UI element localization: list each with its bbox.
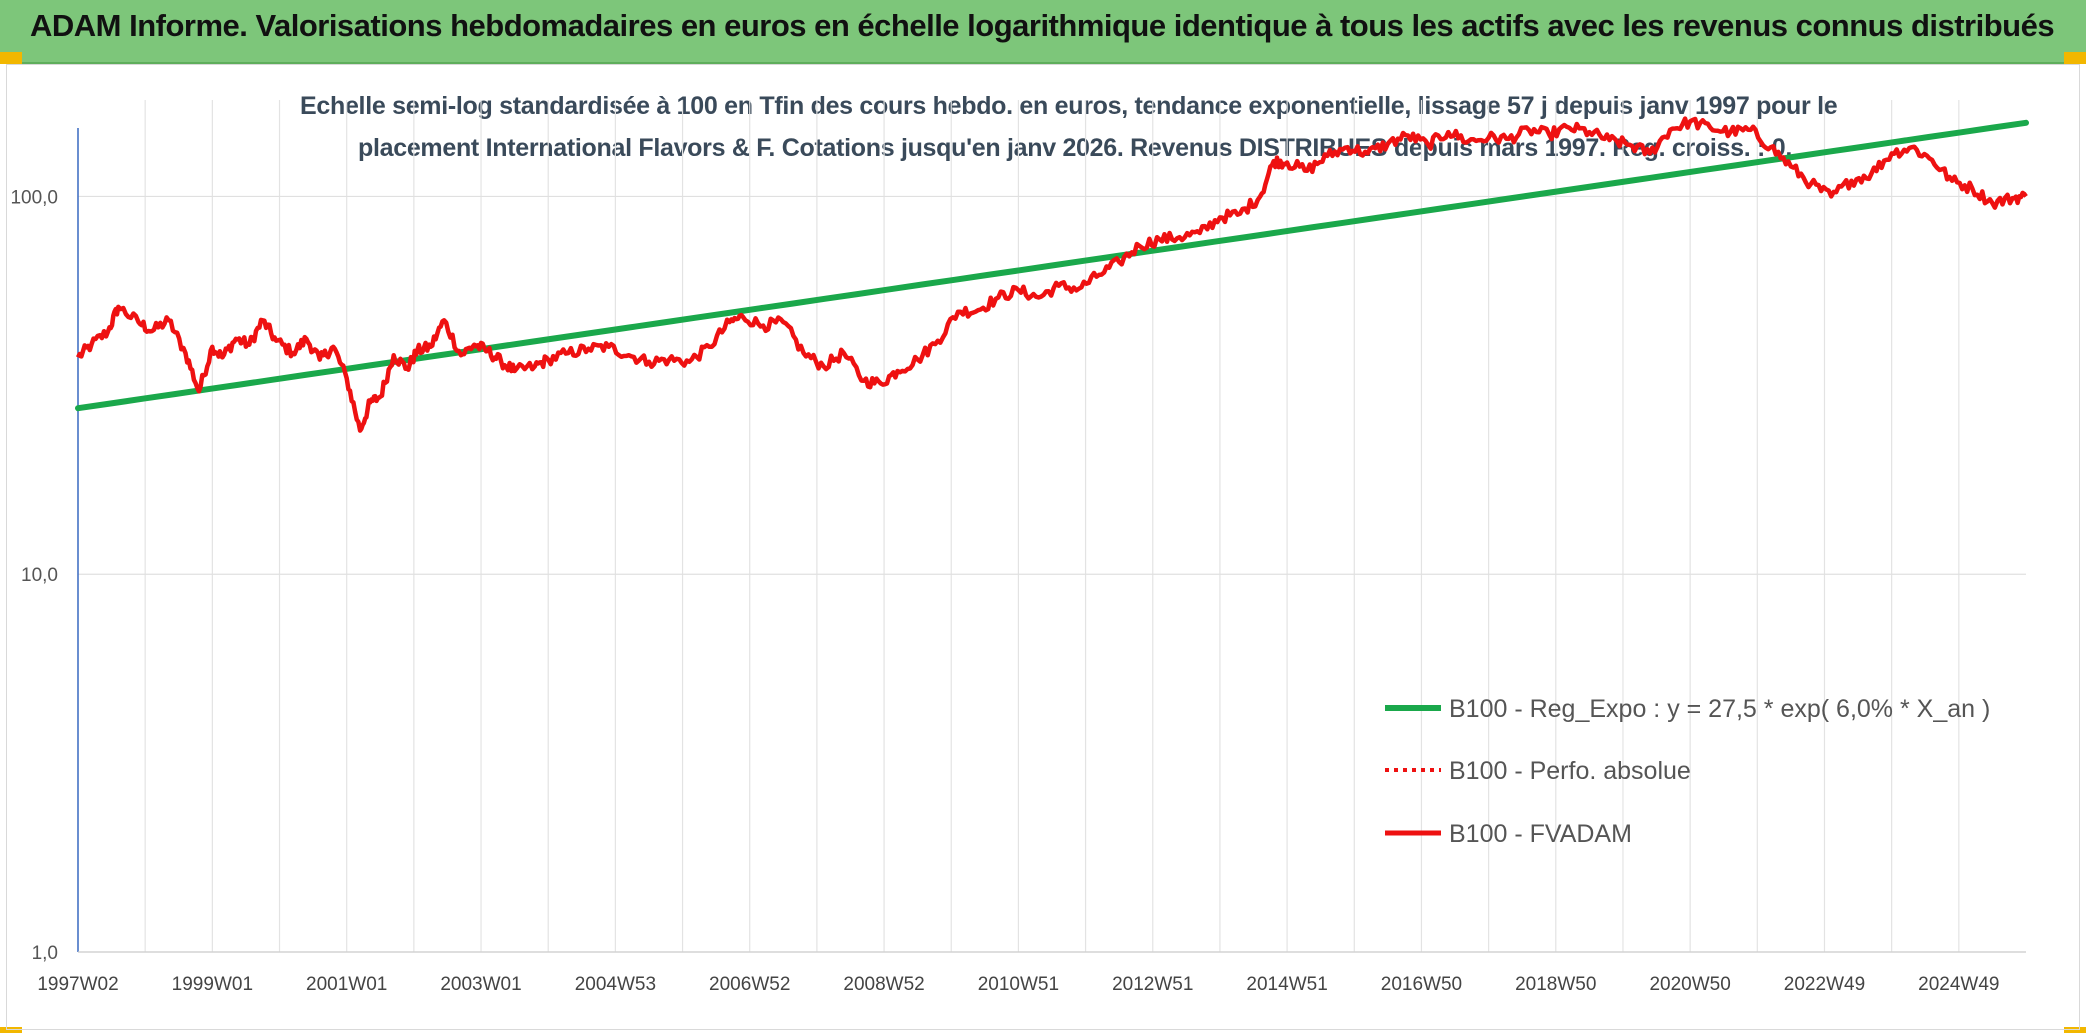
chart-title-line-1: Echelle semi-log standardisée à 100 en T… [300,92,1838,120]
y-tick-label: 10,0 [21,565,58,586]
legend-label: B100 - Perfo. absolue [1449,757,1691,785]
x-tick-label: 1999W01 [172,974,253,995]
x-tick-label: 2016W50 [1381,974,1462,995]
x-tick-label: 2006W52 [709,974,790,995]
corner-accent-bottom-right [2064,1027,2086,1033]
fvadam-series-line [75,116,2028,433]
x-tick-label: 2014W51 [1246,974,1327,995]
y-tick-label: 100,0 [10,187,58,208]
trend-line [75,119,2029,412]
y-tick-label: 1,0 [32,943,58,964]
x-tick-label: 2020W50 [1649,974,1730,995]
x-tick-label: 2018W50 [1515,974,1596,995]
x-tick-label: 2003W01 [440,974,521,995]
x-tick-label: 1997W02 [37,974,118,995]
x-tick-label: 2010W51 [978,974,1059,995]
legend-label: B100 - FVADAM [1449,820,1632,848]
chart-frame [6,64,2080,1030]
corner-accent-right [2064,52,2086,64]
x-tick-label: 2022W49 [1784,974,1865,995]
x-tick-label: 2004W53 [575,974,656,995]
x-tick-label: 2024W49 [1918,974,1999,995]
corner-accent-bottom-left [0,1027,22,1033]
report-title: ADAM Informe. Valorisations hebdomadaire… [30,8,2055,43]
legend-label: B100 - Reg_Expo : y = 27,5 * exp( 6,0% *… [1449,695,1990,723]
x-tick-label: 2008W52 [843,974,924,995]
header-bar: ADAM Informe. Valorisations hebdomadaire… [0,0,2086,64]
corner-accent-left [0,52,22,64]
x-tick-label: 2001W01 [306,974,387,995]
x-tick-label: 2012W51 [1112,974,1193,995]
